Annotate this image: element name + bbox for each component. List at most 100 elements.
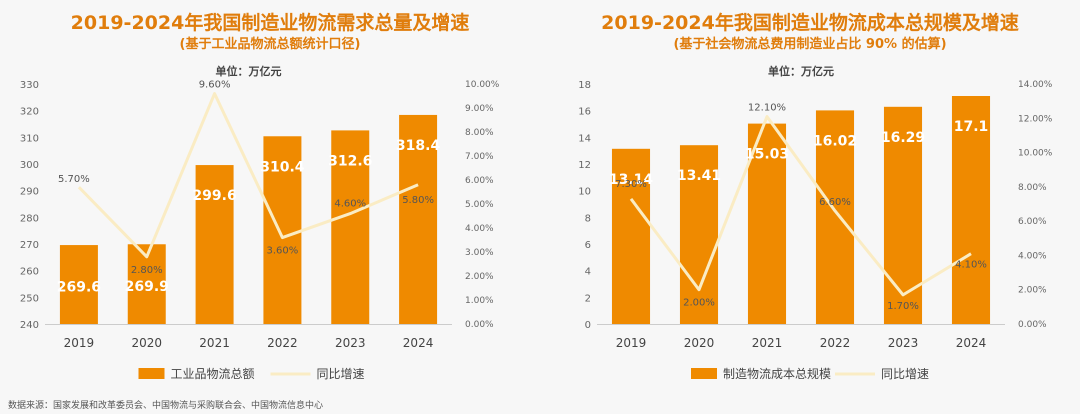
y-right-tick-label: 0.00%	[1018, 320, 1047, 330]
y-right-tick-label: 1.00%	[465, 296, 494, 306]
bar-value-label: 312.6	[328, 153, 372, 169]
y-left-tick-label: 310	[20, 133, 39, 144]
y-right-tick-label: 8.00%	[1018, 183, 1047, 193]
x-tick-label: 2021	[199, 336, 230, 350]
y-left-tick-label: 6	[585, 240, 591, 251]
bar	[331, 130, 370, 324]
bar	[263, 136, 302, 324]
y-left-tick-label: 290	[20, 187, 39, 198]
bar	[59, 245, 98, 324]
growth-value-label: 7.30%	[615, 179, 647, 190]
growth-value-label: 6.60%	[819, 197, 851, 208]
y-left-tick-label: 12	[578, 160, 591, 171]
legend-label-line: 同比增速	[881, 367, 929, 381]
unit-label: 单位：万亿元	[768, 64, 834, 78]
growth-value-label: 5.70%	[58, 174, 90, 185]
growth-value-label: 4.60%	[334, 199, 366, 210]
bar-value-label: 17.1	[954, 119, 989, 135]
growth-value-label: 2.00%	[683, 298, 715, 309]
y-left-tick-label: 16	[578, 107, 591, 118]
bar-value-label: 16.29	[881, 130, 925, 146]
chart-panel-cost: 2019-2024年我国制造业物流成本总规模及增速 (基于社会物流总费用制造业占…	[540, 0, 1080, 400]
bar	[195, 165, 234, 324]
x-tick-label: 2024	[956, 336, 987, 350]
y-right-tick-label: 9.00%	[465, 104, 494, 114]
bar	[815, 110, 855, 325]
legend-label-line: 同比增速	[317, 367, 365, 381]
y-left-tick-label: 8	[585, 213, 591, 224]
bar-value-label: 13.14	[609, 172, 654, 188]
chart-panel-demand: 2019-2024年我国制造业物流需求总量及增速 (基于工业品物流总额统计口径)…	[0, 0, 540, 400]
legend-label-bar: 工业品物流总额	[171, 367, 255, 381]
growth-line	[629, 115, 972, 297]
y-left-tick-label: 18	[578, 80, 591, 91]
y-right-tick-label: 10.00%	[1018, 149, 1053, 159]
bar-value-label: 15.03	[745, 147, 789, 163]
growth-value-label: 1.70%	[887, 301, 919, 312]
bar	[611, 148, 651, 324]
bar-value-label: 16.02	[813, 133, 857, 149]
x-tick-label: 2020	[684, 336, 715, 350]
y-left-tick-label: 270	[20, 240, 39, 251]
growth-value-label: 4.10%	[955, 260, 987, 271]
y-right-tick-label: 2.00%	[1018, 286, 1047, 296]
bar	[951, 96, 991, 324]
y-left-tick-label: 280	[20, 213, 39, 224]
y-left-tick-label: 0	[585, 320, 591, 331]
chart-title: 2019-2024年我国制造业物流需求总量及增速	[70, 12, 470, 34]
y-right-tick-label: 6.00%	[1018, 217, 1047, 227]
growth-value-label: 5.80%	[402, 195, 434, 206]
y-right-tick-label: 5.00%	[465, 200, 494, 210]
chart-canvas-demand: 单位：万亿元 240 250 260 270 280 290 300 310 320 330 0.00…	[20, 64, 500, 381]
legend-label-bar: 制造物流成本总规模	[723, 366, 831, 381]
y-right-tick-label: 8.00%	[465, 128, 494, 138]
growth-value-label: 2.80%	[131, 265, 163, 276]
unit-label: 单位：万亿元	[216, 64, 282, 78]
y-left-tick-label: 250	[20, 293, 39, 304]
y-right-tick-label: 2.00%	[465, 272, 494, 282]
x-tick-label: 2022	[820, 336, 851, 350]
y-right-tick-label: 4.00%	[1018, 251, 1047, 261]
x-tick-label: 2022	[267, 336, 298, 350]
x-tick-label: 2019	[616, 336, 647, 350]
growth-value-label: 9.60%	[199, 80, 231, 91]
growth-line	[77, 92, 419, 259]
y-left-tick-label: 240	[20, 320, 39, 331]
growth-value-label: 12.10%	[748, 103, 786, 114]
x-tick-label: 2021	[752, 336, 783, 350]
y-right-tick-label: 14.00%	[1018, 80, 1053, 90]
y-left-tick-label: 330	[20, 80, 39, 91]
y-left-tick-label: 4	[585, 267, 591, 278]
x-tick-label: 2019	[64, 336, 95, 350]
growth-value-label: 3.60%	[267, 246, 299, 257]
chart-title: 2019-2024年我国制造业物流成本总规模及增速	[601, 12, 1019, 34]
y-right-tick-label: 12.00%	[1018, 114, 1053, 124]
legend-swatch-bar	[691, 368, 717, 379]
legend-swatch-bar	[138, 368, 165, 379]
y-left-tick-label: 2	[585, 293, 591, 304]
y-right-tick-label: 10.00%	[465, 80, 500, 90]
bar-value-label: 299.6	[192, 188, 236, 204]
chart-subtitle: (基于工业品物流总额统计口径)	[179, 37, 361, 52]
y-right-tick-label: 7.00%	[465, 152, 494, 162]
bar-value-label: 318.4	[396, 138, 441, 154]
y-left-tick-label: 260	[20, 267, 39, 278]
bar-value-label: 269.6	[57, 280, 101, 296]
y-left-tick-label: 300	[20, 160, 39, 171]
bar-value-label: 310.4	[260, 159, 305, 175]
y-left-tick-label: 320	[20, 107, 39, 118]
x-tick-label: 2024	[403, 336, 434, 350]
x-tick-label: 2020	[131, 336, 162, 350]
y-left-tick-label: 14	[578, 133, 591, 144]
y-right-tick-label: 6.00%	[465, 176, 494, 186]
source-note: 数据来源：国家发展和改革委员会、中国物流与采购联合会、中国物流信息中心	[8, 401, 324, 411]
y-left-tick-label: 10	[578, 187, 591, 198]
bar	[679, 145, 719, 324]
y-right-tick-label: 4.00%	[465, 224, 494, 234]
bar	[399, 114, 438, 324]
bar-value-label: 269.9	[125, 279, 169, 295]
x-tick-label: 2023	[335, 336, 366, 350]
bar	[747, 123, 787, 324]
x-tick-label: 2023	[888, 336, 919, 350]
chart-canvas-cost: 单位：万亿元 0 2 4 6 8 10 12 14 16 18 0.00% 2.00% 4.00% 6.00…	[578, 64, 1053, 381]
